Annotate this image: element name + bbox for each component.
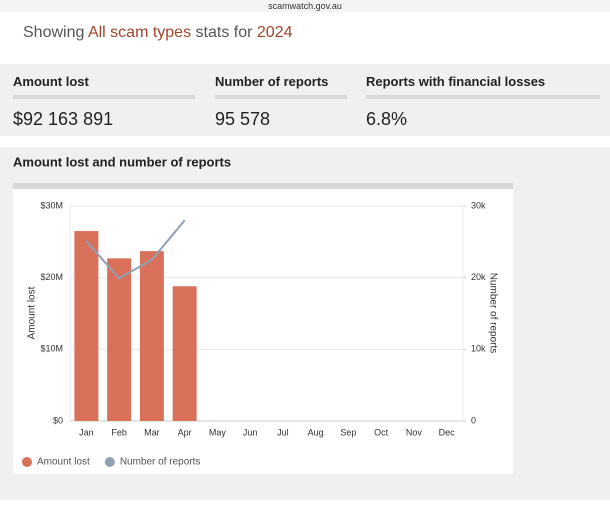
url-bar: scamwatch.gov.au	[0, 0, 610, 12]
y-tick-label: $0	[53, 415, 63, 425]
stat-label: Amount lost	[13, 74, 195, 99]
x-tick-label: Nov	[406, 427, 423, 437]
x-tick-label: Feb	[111, 427, 127, 437]
x-tick-label: Aug	[308, 427, 324, 437]
stat-card: Amount lost $92 163 891	[13, 74, 195, 130]
stat-value: 6.8%	[366, 109, 408, 129]
stat-value: 95 578	[215, 109, 271, 129]
page-heading: Showing All scam types stats for 2024	[23, 24, 292, 42]
year[interactable]: 2024	[256, 24, 293, 41]
y2-tick-label: 10k	[471, 344, 486, 354]
bar	[74, 231, 99, 421]
chart: Amount lost and number of reports Amount…	[13, 154, 513, 474]
stat-value: $92 163 891	[13, 109, 114, 129]
y2-tick-label: 30k	[471, 200, 486, 210]
y2-tick-label: 0	[471, 415, 476, 425]
stat-label: Reports with financial losses	[366, 74, 600, 99]
chart-panel: Amount lost and number of reports Amount…	[0, 147, 610, 500]
legend-swatch	[22, 457, 32, 467]
stats-panel: Amount lost $92 163 891 Number of report…	[0, 64, 610, 136]
stat-card: Reports with financial losses 6.8%	[366, 74, 600, 130]
legend-swatch	[104, 457, 115, 467]
x-tick-label: Mar	[144, 427, 160, 437]
y-tick-label: $30M	[40, 200, 63, 210]
y-axis-label: Amount lost	[27, 286, 38, 339]
y2-tick-label: 20k	[471, 272, 486, 282]
bar	[139, 251, 164, 421]
bar	[172, 286, 197, 421]
legend-label: Amount lost	[37, 457, 90, 468]
scam-type[interactable]: All scam types	[87, 24, 192, 41]
x-tick-label: May	[209, 427, 227, 437]
x-tick-label: Sep	[340, 427, 356, 437]
stat-label: Number of reports	[215, 74, 347, 99]
chart-header-bar	[13, 183, 513, 189]
line	[85, 219, 186, 280]
y2-axis-label: Number of reports	[487, 273, 498, 354]
x-tick-label: Jul	[277, 427, 289, 437]
heading-text: Showing	[23, 24, 85, 41]
x-tick-label: Apr	[178, 427, 192, 437]
y-tick-label: $20M	[40, 272, 63, 282]
y-tick-label: $10M	[40, 344, 63, 354]
x-tick-label: Jun	[243, 427, 258, 437]
x-tick-label: Jan	[79, 427, 94, 437]
bar	[107, 258, 132, 421]
x-tick-label: Oct	[374, 427, 389, 437]
chart-title: Amount lost and number of reports	[13, 154, 231, 169]
heading-text: stats for	[195, 24, 253, 41]
x-tick-label: Dec	[439, 427, 456, 437]
stat-card: Number of reports 95 578	[215, 74, 347, 130]
legend-label: Number of reports	[120, 457, 201, 468]
